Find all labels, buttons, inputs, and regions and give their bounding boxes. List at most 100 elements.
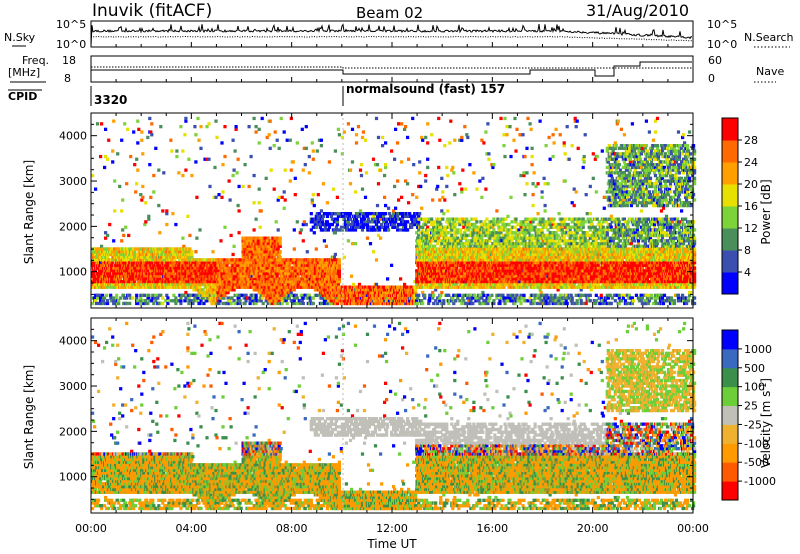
- power-cell: [305, 223, 308, 226]
- power-cell: [369, 242, 372, 245]
- power-cell: [214, 196, 217, 199]
- power-cell: [290, 169, 293, 172]
- power-cell: [234, 149, 237, 152]
- power-cell: [221, 302, 224, 305]
- power-cell: [404, 125, 407, 128]
- power-cell: [144, 201, 147, 204]
- power-cell: [311, 141, 314, 144]
- power-cell: [211, 250, 214, 253]
- power-cell: [316, 149, 319, 152]
- power-cell: [135, 294, 138, 297]
- power-cell: [286, 139, 289, 142]
- power-cell: [274, 130, 277, 133]
- power-cell: [400, 160, 403, 163]
- power-cell: [106, 299, 109, 302]
- power-cell: [125, 182, 128, 185]
- power-cell: [135, 182, 138, 185]
- power-cell: [171, 212, 174, 215]
- power-cell: [147, 215, 150, 218]
- power-cell: [430, 133, 433, 136]
- power-cell: [377, 136, 380, 139]
- power-cell: [417, 294, 420, 297]
- power-cell: [322, 182, 325, 185]
- power-cell: [275, 220, 278, 223]
- power-cell: [390, 264, 393, 267]
- nsky-tick-bottom-right: 10^0: [707, 38, 737, 51]
- power-cell: [424, 179, 427, 182]
- power-cell: [337, 212, 340, 215]
- power-cell: [198, 228, 201, 231]
- power-cell: [312, 158, 315, 161]
- freq-unit-label: [MHz]: [8, 66, 40, 79]
- power-cell: [170, 149, 173, 152]
- power-cell: [184, 117, 187, 120]
- power-cell: [304, 163, 307, 166]
- power-cell: [278, 147, 281, 150]
- power-cell: [376, 163, 379, 166]
- power-cell: [283, 190, 286, 193]
- power-cell: [99, 155, 102, 158]
- power-cell: [269, 147, 272, 150]
- power-cell: [190, 174, 193, 177]
- power-cell: [184, 169, 187, 172]
- date-title: 31/Aug/2010: [586, 1, 689, 20]
- power-cell: [94, 188, 97, 191]
- power-cell: [150, 133, 153, 136]
- power-cell: [100, 122, 103, 125]
- power-cell: [384, 204, 387, 207]
- power-cell: [364, 139, 367, 142]
- power-cell: [384, 141, 387, 144]
- power-cell: [387, 207, 390, 210]
- power-cell: [106, 234, 109, 237]
- power-cell: [280, 117, 283, 120]
- power-cell: [355, 141, 358, 144]
- power-cell: [306, 250, 309, 253]
- power-cell: [302, 169, 305, 172]
- power-cell: [105, 294, 108, 297]
- power-cell: [350, 275, 353, 278]
- beam-title: Beam 02: [356, 4, 423, 22]
- power-cell: [283, 130, 286, 133]
- power-cell: [199, 147, 202, 150]
- power-cell: [360, 163, 363, 166]
- power-cell: [293, 228, 296, 231]
- power-cell: [341, 152, 344, 155]
- power-cell: [308, 155, 311, 158]
- power-cell: [411, 117, 414, 120]
- power-cell: [112, 296, 115, 299]
- power-cell: [349, 182, 352, 185]
- power-cell: [250, 155, 253, 158]
- power-cell: [308, 171, 311, 174]
- power-cell: [258, 188, 261, 191]
- power-cell: [406, 182, 409, 185]
- power-cell: [368, 212, 371, 215]
- power-cell: [315, 294, 318, 297]
- power-cell: [421, 139, 424, 142]
- power-cell: [141, 152, 144, 155]
- power-cell: [195, 196, 198, 199]
- power-cell: [276, 139, 279, 142]
- power-cell: [394, 128, 397, 131]
- power-cell: [302, 239, 305, 242]
- power-cell: [294, 193, 297, 196]
- power-cell: [232, 139, 235, 142]
- power-cell: [407, 158, 410, 161]
- power-cell: [258, 201, 261, 204]
- power-cell: [186, 215, 189, 218]
- power-cell: [152, 174, 155, 177]
- power-cell: [323, 212, 326, 215]
- power-cell: [157, 204, 160, 207]
- power-cell: [312, 193, 315, 196]
- power-cell: [125, 302, 128, 305]
- power-cell: [292, 160, 295, 163]
- power-cell: [107, 139, 110, 142]
- power-cell: [416, 302, 419, 305]
- power-cell: [219, 239, 222, 242]
- power-cell: [351, 128, 354, 131]
- power-cell: [366, 237, 369, 240]
- power-cell: [193, 125, 196, 128]
- power-cell: [112, 239, 115, 242]
- power-cell: [397, 122, 400, 125]
- power-cell: [268, 133, 271, 136]
- power-cell: [325, 245, 328, 248]
